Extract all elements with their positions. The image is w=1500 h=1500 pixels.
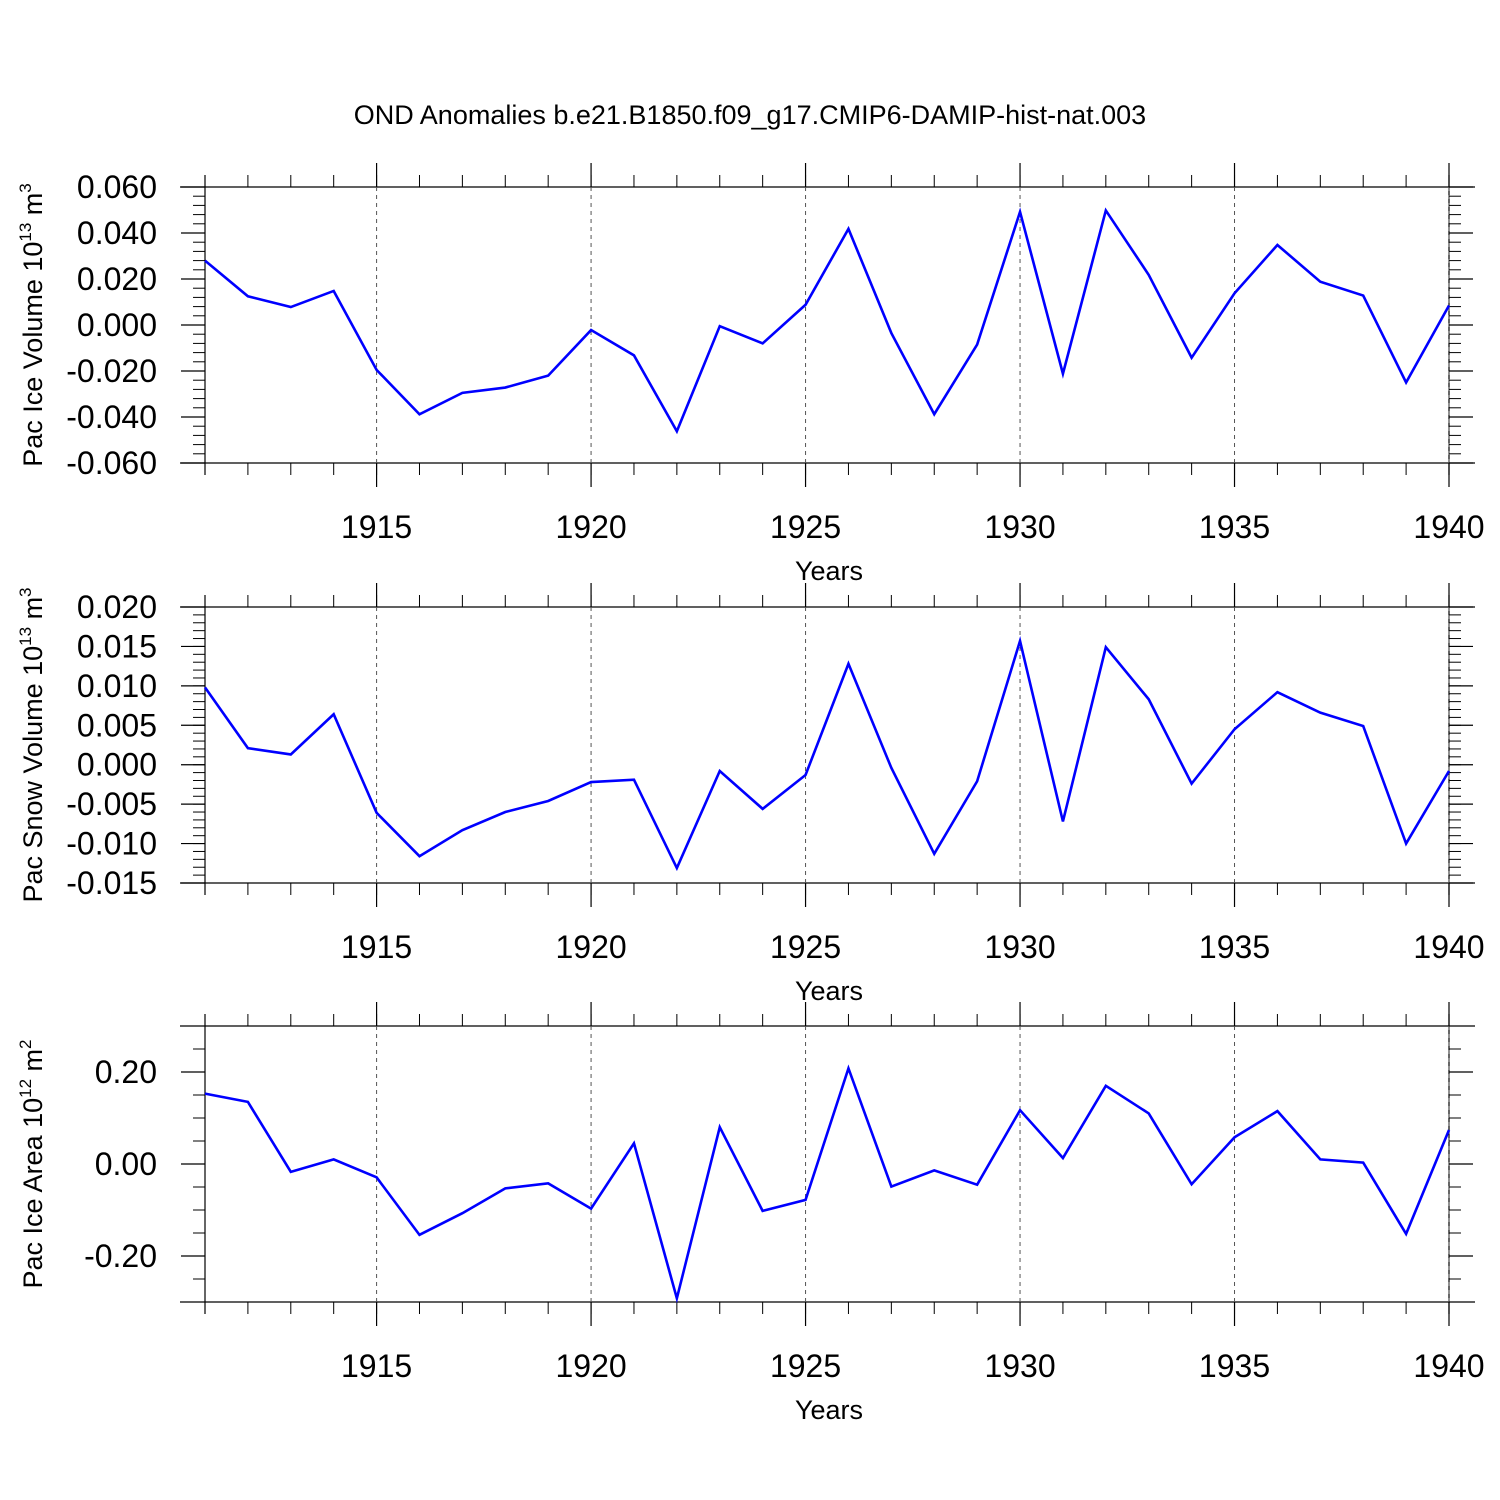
y-tick-label: 0.060 xyxy=(77,169,157,205)
y-tick-label: -0.010 xyxy=(66,826,157,862)
series-line xyxy=(204,1064,1451,1304)
y-axis-label: Pac Ice Volume 1013 m3 xyxy=(16,183,48,467)
x-tick-label: 1925 xyxy=(770,509,841,545)
x-tick-label: 1925 xyxy=(770,929,841,965)
y-axis-label-unit: m xyxy=(18,1049,48,1079)
x-tick-label: 1935 xyxy=(1199,1348,1270,1384)
y-axis-label-exponent: 12 xyxy=(16,1079,35,1098)
y-axis-label-unit: m xyxy=(18,193,48,223)
x-tick-label: 1930 xyxy=(984,1348,1055,1384)
panel-1: 1915 1920 1925 1930 1935 1940 Years -0.060 -0.04… xyxy=(16,163,1485,586)
y-tick-label: 0.015 xyxy=(77,628,157,664)
y-tick-label: -0.20 xyxy=(84,1238,157,1274)
y-axis-label-unit-exponent: 2 xyxy=(16,1039,35,1048)
y-tick-label: -0.060 xyxy=(66,445,157,481)
y-tick-label: 0.010 xyxy=(77,668,157,704)
x-tick-label: 1925 xyxy=(770,1348,841,1384)
x-axis-label: Years xyxy=(795,556,863,586)
x-tick-label: 1930 xyxy=(984,509,1055,545)
y-axis-label-main: Pac Snow Volume 10 xyxy=(18,646,48,903)
y-axis-label-exponent: 13 xyxy=(16,627,35,646)
x-tick-label: 1915 xyxy=(341,509,412,545)
y-tick-label: -0.015 xyxy=(66,865,157,901)
y-tick-label: -0.005 xyxy=(66,786,157,822)
x-tick-label: 1940 xyxy=(1413,509,1484,545)
x-axis-label: Years xyxy=(795,976,863,1006)
x-tick-label: 1920 xyxy=(555,509,626,545)
x-tick-label: 1940 xyxy=(1413,929,1484,965)
y-axis-label-unit: m xyxy=(18,597,48,627)
x-tick-label: 1935 xyxy=(1199,509,1270,545)
panel-3: 1915 1920 1925 1930 1935 1940 Years -0.20 0.00 0.… xyxy=(16,1002,1485,1425)
x-tick-label: 1920 xyxy=(555,929,626,965)
x-tick-label: 1930 xyxy=(984,929,1055,965)
y-tick-label: 0.000 xyxy=(77,747,157,783)
x-tick-label: 1915 xyxy=(341,1348,412,1384)
chart-title: OND Anomalies b.e21.B1850.f09_g17.CMIP6-… xyxy=(354,100,1146,130)
y-tick-label: 0.005 xyxy=(77,707,157,743)
y-axis-label-unit-exponent: 3 xyxy=(16,587,35,596)
y-tick-label: 0.020 xyxy=(77,589,157,625)
panel-2: 1915 1920 1925 1930 1935 1940 Years -0.015-0.01… xyxy=(16,583,1485,1006)
y-axis-label-exponent: 13 xyxy=(16,223,35,242)
y-tick-label: -0.020 xyxy=(66,353,157,389)
y-axis-label-main: Pac Ice Volume 10 xyxy=(18,242,48,467)
x-tick-label: 1920 xyxy=(555,1348,626,1384)
y-axis-label: Pac Ice Area 1012 m2 xyxy=(16,1039,48,1288)
y-tick-label: -0.040 xyxy=(66,399,157,435)
y-axis-label-unit-exponent: 3 xyxy=(16,183,35,192)
y-tick-label: 0.000 xyxy=(77,307,157,343)
x-tick-label: 1915 xyxy=(341,929,412,965)
series-line xyxy=(204,207,1451,435)
series-line xyxy=(203,635,1451,872)
y-tick-label: 0.20 xyxy=(95,1054,157,1090)
x-axis-label: Years xyxy=(795,1395,863,1425)
x-tick-label: 1935 xyxy=(1199,929,1270,965)
x-tick-label: 1940 xyxy=(1413,1348,1484,1384)
y-tick-label: 0.040 xyxy=(77,215,157,251)
y-axis-label-main: Pac Ice Area 10 xyxy=(18,1098,48,1289)
y-tick-label: 0.020 xyxy=(77,261,157,297)
y-tick-label: 0.00 xyxy=(95,1146,157,1182)
y-axis-label: Pac Snow Volume 1013 m3 xyxy=(16,587,48,902)
